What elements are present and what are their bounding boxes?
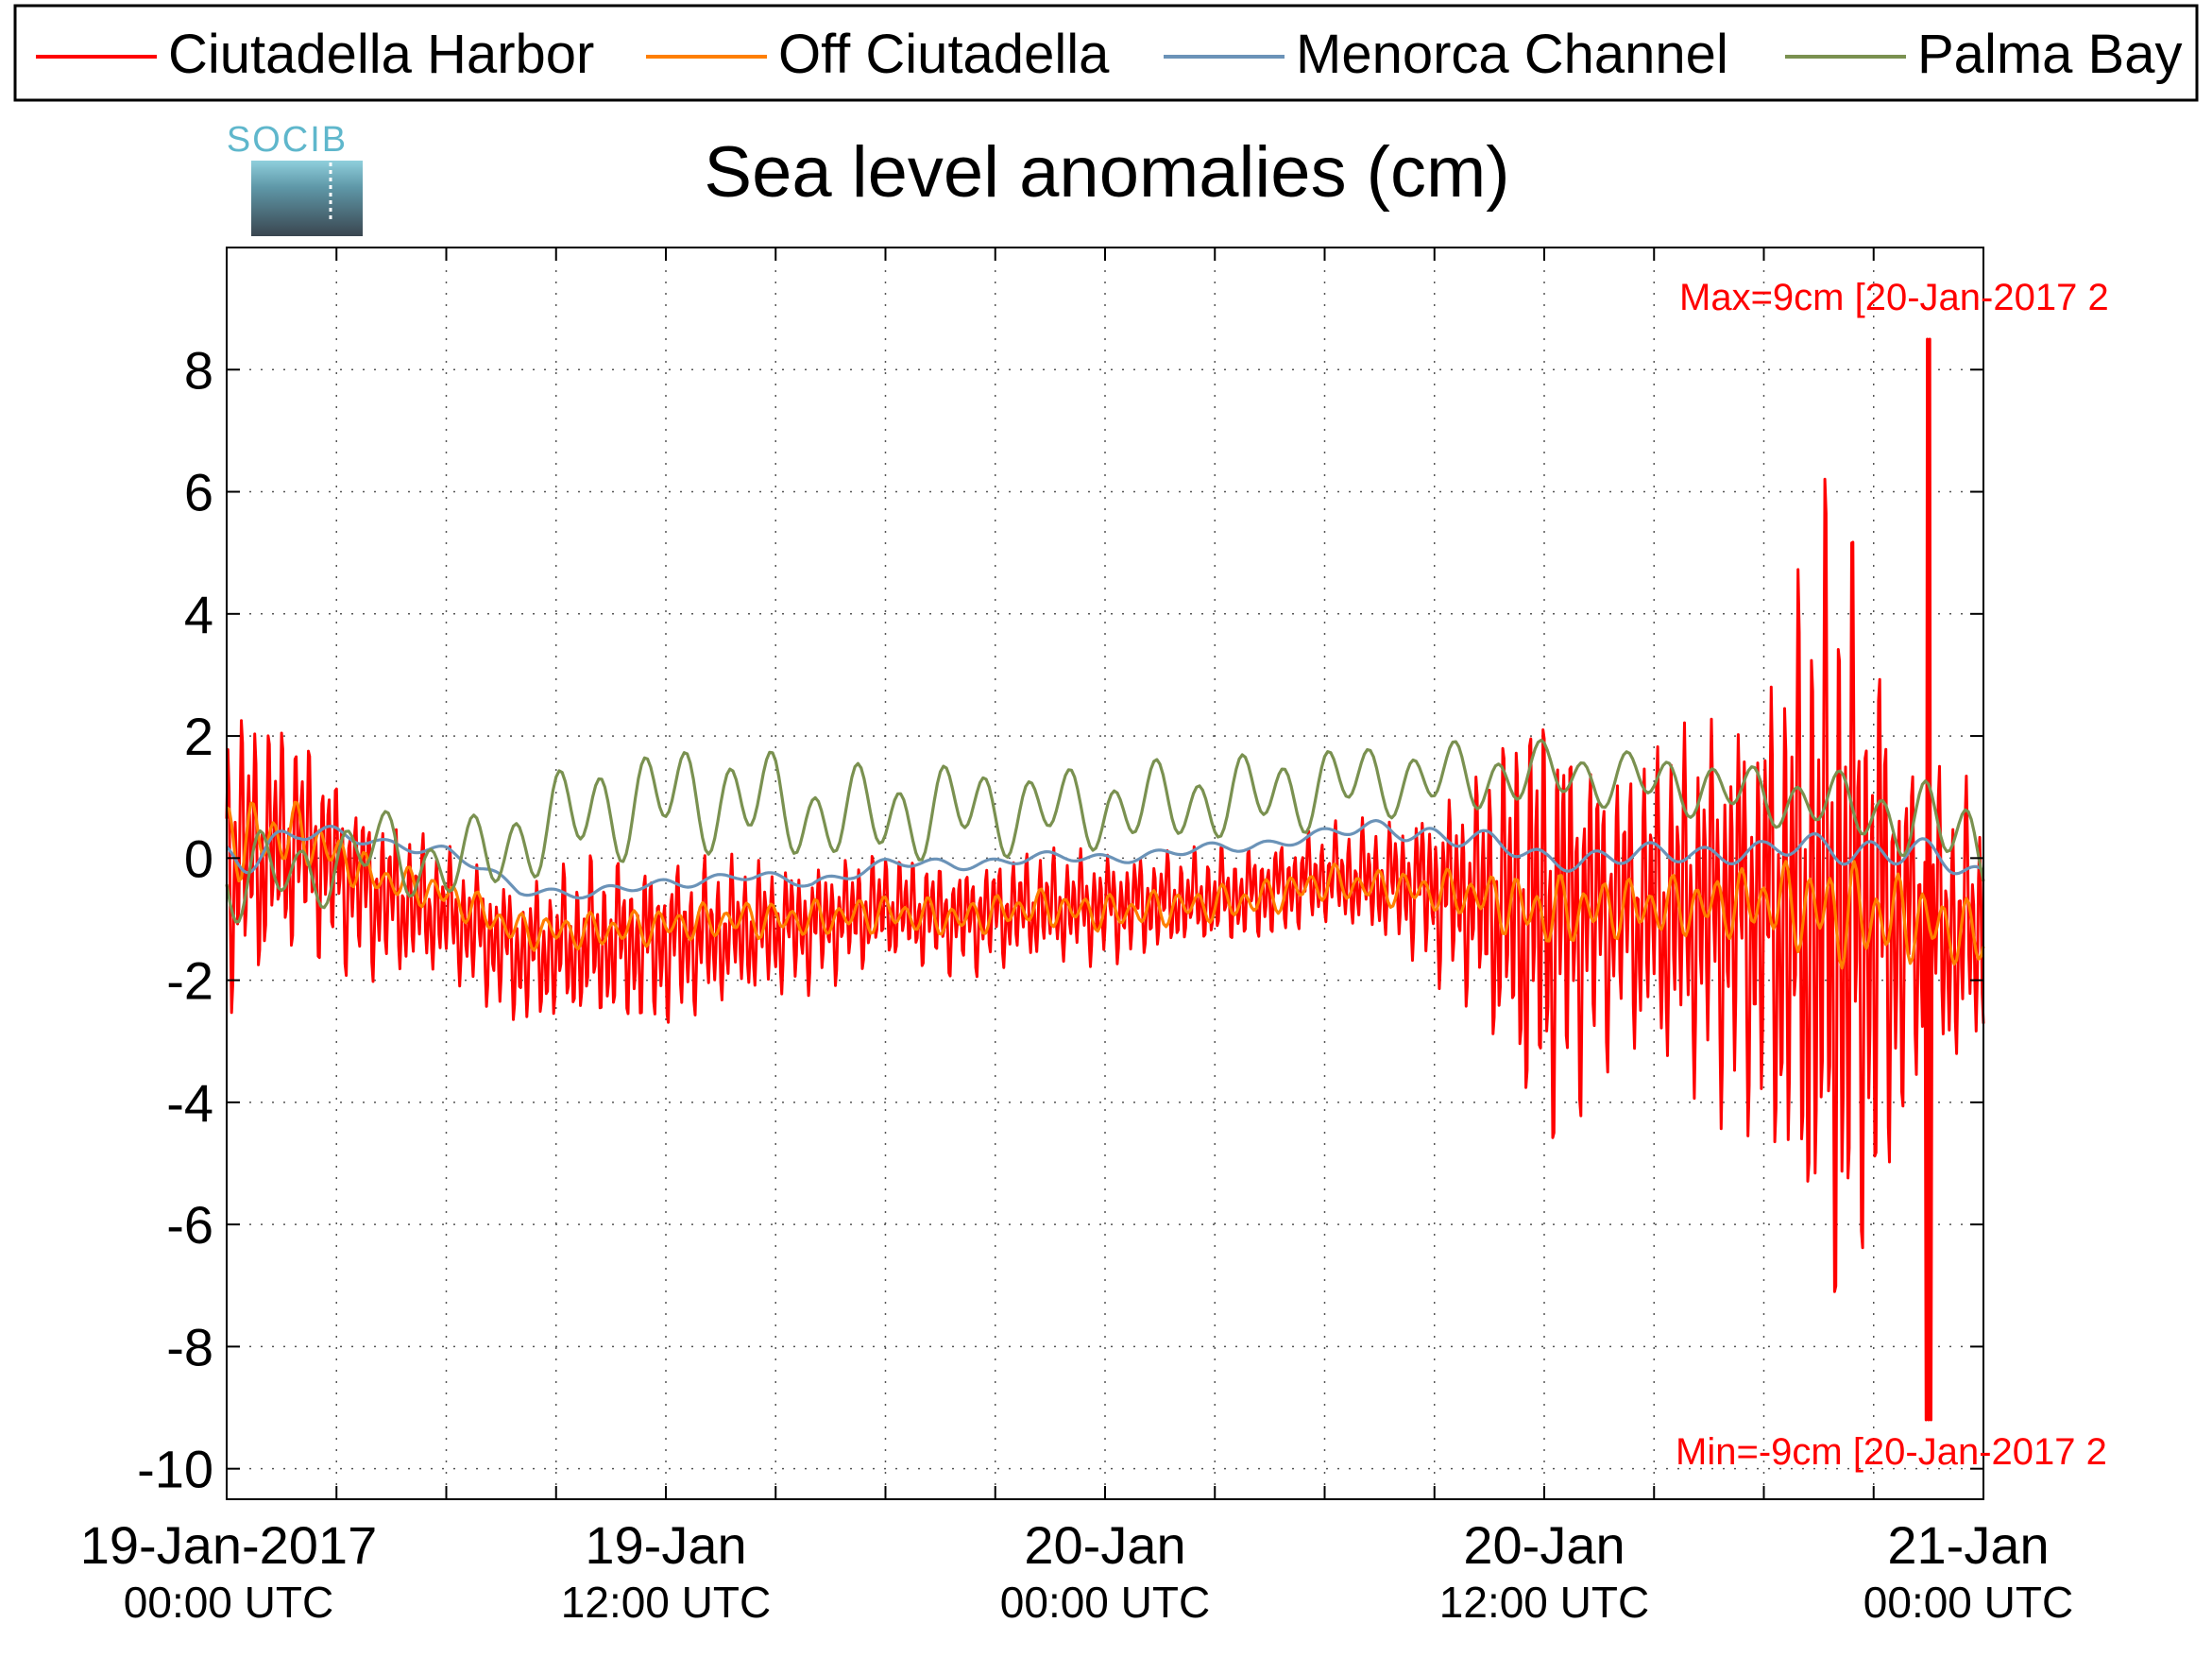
x-tick-label: 19-Jan — [585, 1515, 746, 1575]
max-annotation: Max=9cm [20-Jan-2017 2 — [1679, 277, 2109, 318]
logo-block — [251, 161, 363, 236]
y-tick-label: 0 — [184, 828, 213, 888]
y-tick-label: -2 — [166, 951, 213, 1011]
y-tick-label: 8 — [184, 340, 213, 400]
x-tick-sublabel: 00:00 UTC — [124, 1578, 333, 1627]
legend-label-1: Off Ciutadella — [778, 24, 1110, 85]
x-tick-sublabel: 12:00 UTC — [1439, 1578, 1649, 1627]
series-group — [225, 337, 1985, 1422]
socib-logo: SOCIB — [227, 120, 363, 236]
y-tick-label: 2 — [184, 707, 213, 766]
x-tick-label: 20-Jan — [1024, 1515, 1185, 1575]
y-tick-label: 6 — [184, 463, 213, 522]
legend-item-2: Menorca Channel — [1164, 24, 1728, 85]
logo-text: SOCIB — [227, 120, 348, 160]
x-tick-label: 20-Jan — [1463, 1515, 1625, 1575]
x-tick-sublabel: 00:00 UTC — [1000, 1578, 1210, 1627]
x-tick-sublabel: 12:00 UTC — [561, 1578, 771, 1627]
y-tick-label: -4 — [166, 1073, 213, 1133]
legend: Ciutadella Harbor Off Ciutadella Menorca… — [13, 4, 2199, 102]
series-line-2 — [225, 818, 1985, 900]
legend-item-1: Off Ciutadella — [646, 24, 1110, 85]
x-tick-label: 19-Jan-2017 — [80, 1515, 377, 1575]
legend-frame — [13, 4, 2199, 102]
legend-label-3: Palma Bay — [1917, 24, 2182, 85]
series-line-3 — [225, 738, 1985, 924]
grid — [227, 248, 1983, 1499]
x-tick-sublabel: 00:00 UTC — [1863, 1578, 2073, 1627]
series-line-0 — [225, 337, 1985, 1422]
y-tick-label: -8 — [166, 1317, 213, 1376]
x-tick-label: 21-Jan — [1887, 1515, 2049, 1575]
chart-title: Sea level anomalies (cm) — [704, 132, 1509, 213]
axis-ticks — [227, 248, 1983, 1499]
legend-label-0: Ciutadella Harbor — [168, 24, 594, 85]
legend-item-3: Palma Bay — [1785, 24, 2182, 85]
legend-item-0: Ciutadella Harbor — [36, 24, 594, 85]
y-tick-label: -6 — [166, 1195, 213, 1255]
y-axis: 8 6 4 2 0 -2 -4 -6 -8 -10 — [137, 340, 213, 1498]
y-tick-label: 4 — [184, 585, 213, 644]
legend-label-2: Menorca Channel — [1296, 24, 1728, 85]
series-line-1 — [226, 800, 1985, 970]
min-annotation: Min=-9cm [20-Jan-2017 2 — [1676, 1431, 2107, 1473]
y-tick-label: -10 — [137, 1440, 213, 1499]
